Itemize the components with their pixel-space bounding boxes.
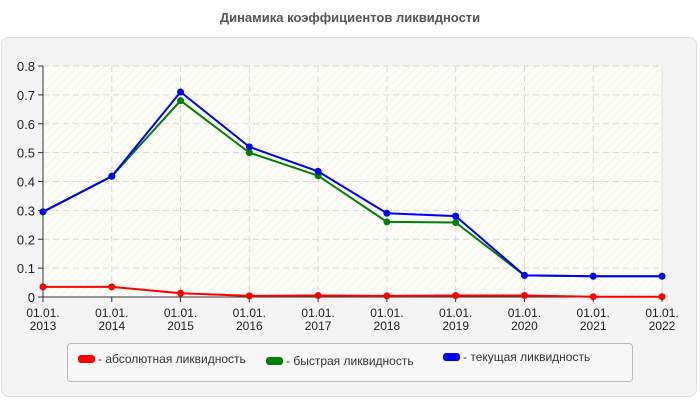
x-tick-label: 2017 xyxy=(305,319,332,333)
x-tick-label: 2021 xyxy=(580,319,607,333)
y-tick-label: 0.3 xyxy=(17,203,35,218)
data-point[interactable] xyxy=(314,167,322,175)
x-tick-label: 01.01. xyxy=(26,306,59,320)
data-point[interactable] xyxy=(245,292,253,300)
x-tick-label: 01.01. xyxy=(439,306,472,320)
data-point[interactable] xyxy=(177,88,185,96)
data-point[interactable] xyxy=(520,292,528,300)
y-tick-label: 0.4 xyxy=(17,175,35,190)
legend-label: - текущая ликвидность xyxy=(463,350,591,364)
y-tick-label: 0.8 xyxy=(17,59,35,74)
x-tick-label: 01.01. xyxy=(508,306,541,320)
legend-label: - быстрая ликвидность xyxy=(286,354,414,368)
y-tick-label: 0.2 xyxy=(17,232,35,247)
data-point[interactable] xyxy=(177,289,185,297)
legend-item-current: - текущая ликвидность xyxy=(443,350,590,364)
x-tick-label: 2019 xyxy=(442,319,469,333)
x-tick-label: 01.01. xyxy=(645,306,678,320)
x-tick-label: 2016 xyxy=(236,319,263,333)
x-tick-label: 01.01. xyxy=(95,306,128,320)
x-tick-label: 2018 xyxy=(374,319,401,333)
data-point[interactable] xyxy=(452,219,460,227)
grid-lines xyxy=(43,65,663,297)
data-point[interactable] xyxy=(520,271,528,279)
data-point[interactable] xyxy=(108,283,116,291)
y-tick-label: 0.6 xyxy=(17,117,35,132)
x-tick-label: 2015 xyxy=(167,319,194,333)
data-point[interactable] xyxy=(383,292,391,300)
x-tick-label: 01.01. xyxy=(233,306,266,320)
data-point[interactable] xyxy=(658,272,666,280)
y-tick-label: 0.7 xyxy=(17,88,35,103)
data-point[interactable] xyxy=(245,143,253,151)
chart-title: Динамика коэффициентов ликвидности xyxy=(219,10,481,25)
legend-swatch-green-icon xyxy=(266,357,283,365)
data-point[interactable] xyxy=(245,149,253,157)
legend-item-absolute: - абсолютная ликвидность xyxy=(78,352,246,366)
axes: 00.10.20.30.40.50.60.70.801.01.201301.01… xyxy=(17,59,679,333)
data-point[interactable] xyxy=(383,209,391,217)
series-текущая-ликвидность xyxy=(39,88,666,280)
x-tick-label: 01.01. xyxy=(164,306,197,320)
legend-swatch-blue-icon xyxy=(443,353,460,361)
data-point[interactable] xyxy=(39,208,47,216)
data-point[interactable] xyxy=(658,293,666,301)
data-series xyxy=(39,88,666,301)
data-point[interactable] xyxy=(314,292,322,300)
y-tick-label: 0.1 xyxy=(17,261,35,276)
data-point[interactable] xyxy=(589,293,597,301)
x-tick-label: 2020 xyxy=(511,319,538,333)
y-tick-label: 0 xyxy=(28,290,35,305)
data-point[interactable] xyxy=(108,172,116,180)
y-tick-label: 0.5 xyxy=(17,146,35,161)
data-point[interactable] xyxy=(383,218,391,226)
legend-item-quick: - быстрая ликвидность xyxy=(266,354,414,368)
x-tick-label: 2014 xyxy=(98,319,125,333)
x-tick-label: 01.01. xyxy=(370,306,403,320)
legend-label: - абсолютная ликвидность xyxy=(98,352,246,366)
x-tick-label: 2022 xyxy=(649,319,676,333)
x-tick-label: 01.01. xyxy=(301,306,334,320)
x-tick-label: 2013 xyxy=(30,319,57,333)
data-point[interactable] xyxy=(452,292,460,300)
data-point[interactable] xyxy=(589,272,597,280)
data-point[interactable] xyxy=(177,97,185,105)
series-абсолютная-ликвидность xyxy=(39,283,666,301)
legend: - абсолютная ликвидность - быстрая ликви… xyxy=(67,343,633,382)
legend-swatch-red-icon xyxy=(78,355,95,363)
x-tick-label: 01.01. xyxy=(577,306,610,320)
data-point[interactable] xyxy=(452,212,460,220)
data-point[interactable] xyxy=(39,283,47,291)
